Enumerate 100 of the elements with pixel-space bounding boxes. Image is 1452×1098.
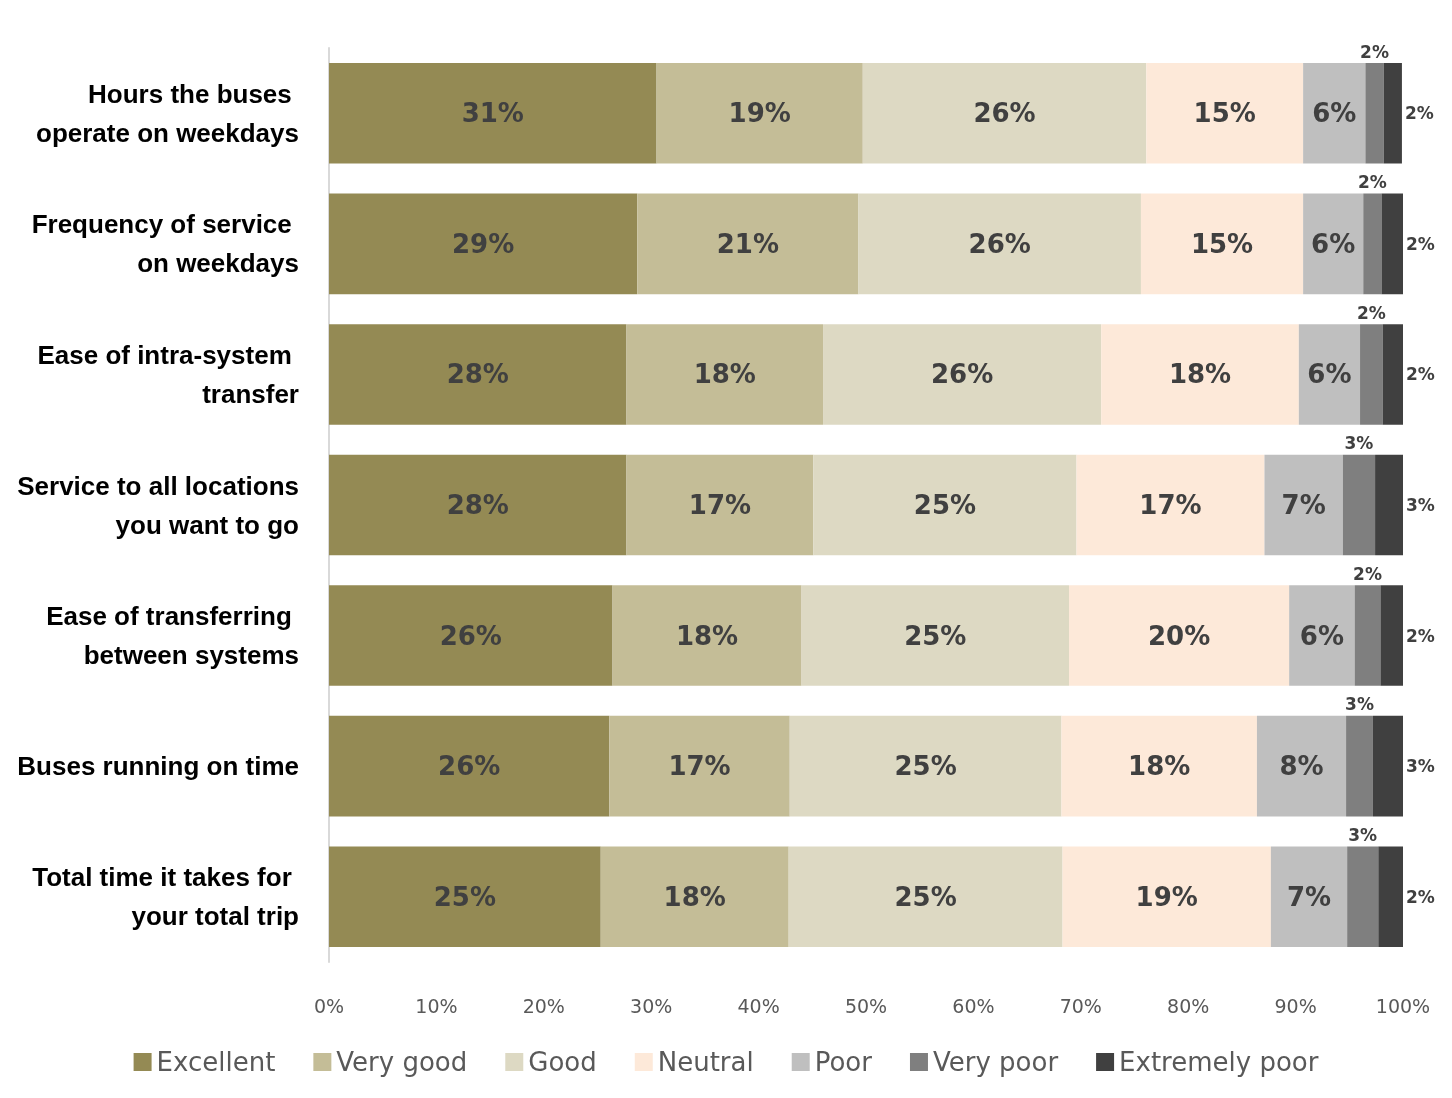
x-tick-label: 40% [737, 994, 780, 1017]
data-label: 19% [728, 98, 791, 129]
bar [1140, 193, 1304, 295]
bar [1061, 715, 1257, 817]
bar [1383, 63, 1402, 164]
bar [858, 193, 1141, 295]
data-label: 3% [1345, 694, 1374, 715]
data-label: 7% [1286, 881, 1332, 912]
data-label: 28% [446, 359, 509, 390]
data-label: 6% [1311, 228, 1356, 259]
data-label: 26% [968, 228, 1031, 259]
data-label: 2% [1406, 364, 1435, 385]
bar [329, 324, 627, 425]
legend-label: Very poor [932, 1047, 1059, 1077]
bar [609, 715, 790, 817]
bar [600, 846, 789, 947]
bar [1076, 454, 1265, 556]
x-tick-label: 50% [844, 994, 888, 1017]
bar [637, 193, 859, 295]
bar [813, 454, 1077, 556]
x-tick-label: 20% [522, 994, 565, 1017]
data-label: 3% [1406, 756, 1435, 777]
data-label: 15% [1193, 98, 1256, 129]
data-label: 25% [904, 620, 967, 651]
legend-label: Very good [336, 1047, 468, 1077]
legend-label: Poor [814, 1047, 873, 1077]
bar [329, 193, 638, 295]
data-label: 26% [439, 620, 502, 651]
bar [1062, 846, 1271, 947]
bar [789, 715, 1062, 817]
data-label: 19% [1135, 881, 1198, 912]
x-tick-label: 90% [1274, 994, 1317, 1017]
bar [1363, 193, 1382, 295]
data-label: 6% [1299, 620, 1344, 651]
legend-label: Excellent [156, 1047, 276, 1077]
bar [1101, 324, 1299, 425]
data-label: 31% [461, 98, 524, 129]
data-label: 7% [1281, 490, 1326, 520]
bar [329, 585, 613, 686]
bar [1146, 63, 1304, 164]
bar [1289, 585, 1355, 686]
y-tick-label: Frequency of service on weekdays [31, 209, 299, 279]
legend-label: Good [528, 1047, 597, 1077]
data-label: 18% [1128, 751, 1191, 782]
data-label: 18% [1168, 359, 1232, 390]
legend-label: Neutral [657, 1047, 754, 1077]
data-label: 18% [675, 620, 739, 651]
bar [1360, 324, 1383, 425]
bar [656, 63, 863, 164]
data-label: 2% [1406, 886, 1435, 907]
y-tick-label: Total time it takes for your total trip [32, 862, 299, 932]
y-tick-label: Buses running on time [17, 751, 299, 782]
bar [862, 63, 1147, 164]
data-label: 2% [1360, 41, 1389, 62]
bar [1298, 324, 1361, 425]
bar [329, 63, 657, 164]
data-label: 17% [1139, 490, 1202, 520]
data-label: 18% [693, 359, 756, 390]
data-label: 17% [668, 751, 731, 782]
data-label: 29% [452, 228, 515, 259]
data-label: 3% [1406, 495, 1435, 515]
bar [788, 846, 1063, 947]
data-label: 8% [1279, 751, 1324, 782]
data-label: 2% [1357, 172, 1387, 193]
bar [1256, 715, 1347, 817]
bar [329, 715, 610, 817]
bar [801, 585, 1069, 686]
bar [1347, 846, 1379, 947]
y-tick-label: Ease of intra-system transfer [37, 339, 299, 409]
bar [1346, 715, 1373, 817]
bar [1380, 585, 1403, 686]
bar [1354, 585, 1381, 686]
bar [1372, 715, 1403, 817]
data-label: 3% [1348, 824, 1378, 845]
data-label: 6% [1312, 98, 1357, 129]
data-label: 2% [1404, 103, 1434, 124]
bar [1381, 193, 1403, 295]
data-label: 26% [438, 751, 501, 782]
x-tick-label: 70% [1059, 994, 1102, 1017]
data-label: 25% [433, 881, 496, 912]
data-label: 6% [1307, 359, 1352, 390]
bar [1382, 324, 1403, 425]
data-label: 2% [1356, 302, 1386, 323]
x-tick-label: 80% [1167, 994, 1210, 1017]
data-label: 28% [446, 490, 509, 520]
data-label: 2% [1406, 625, 1435, 646]
bar [626, 324, 824, 425]
bar [823, 324, 1102, 425]
bar [1378, 846, 1403, 947]
data-label: 21% [716, 228, 779, 259]
x-tick-label: 60% [952, 994, 995, 1017]
bar [612, 585, 802, 686]
y-tick-label: Ease of transferring between systems [46, 601, 299, 671]
x-tick-label: 10% [415, 994, 458, 1017]
bar [1303, 193, 1364, 295]
bar [1375, 454, 1403, 556]
data-label: 3% [1344, 433, 1374, 454]
y-tick-label: Hours the buses operate on weekdays [36, 78, 299, 148]
bar [626, 454, 814, 556]
data-label: 26% [931, 359, 994, 390]
